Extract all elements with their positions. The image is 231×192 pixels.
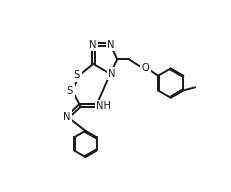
Text: NH: NH bbox=[96, 101, 111, 111]
Text: N: N bbox=[108, 69, 116, 79]
Text: N: N bbox=[89, 40, 97, 50]
Text: N: N bbox=[107, 40, 115, 50]
Text: S: S bbox=[74, 70, 80, 80]
Text: N: N bbox=[63, 112, 71, 122]
Text: O: O bbox=[141, 63, 149, 73]
Text: S: S bbox=[67, 86, 73, 96]
